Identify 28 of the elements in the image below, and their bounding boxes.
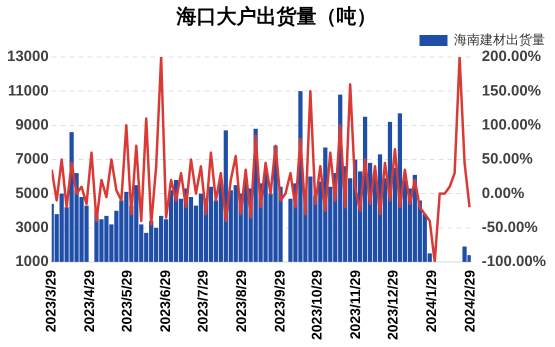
y-tick-label: 11000 — [8, 82, 49, 100]
y-tick-label: 9000 — [15, 116, 49, 134]
y-tick-label: 3000 — [15, 218, 49, 236]
x-tick-label: 2023/8/29 — [232, 270, 249, 332]
x-tick-label: 2023/5/29 — [118, 270, 134, 332]
y2-tick-label: 150.00% — [482, 82, 542, 100]
legend-label: 海南建材出货量 — [454, 32, 545, 48]
x-tick-label: 2023/3/29 — [42, 270, 59, 332]
y2-tick-label: 100.00% — [482, 116, 542, 134]
y2-tick-label: 50.00% — [482, 150, 533, 168]
x-tick-label: 2023/9/29 — [271, 270, 288, 332]
x-tick-label: 2023/11/29 — [347, 270, 364, 340]
x-tick-label: 2024/2/29 — [462, 270, 478, 332]
x-tick-label: 2023/10/29 — [308, 270, 325, 340]
x-tick-label: 2023/6/29 — [156, 270, 173, 332]
x-tick-label: 2024/1/29 — [423, 270, 440, 332]
y-tick-label: 7000 — [15, 150, 49, 168]
x-tick-label: 2023/12/29 — [384, 270, 401, 340]
chart-title: 海口大户出货量（吨） — [176, 4, 376, 28]
y2-tick-label: 0.00% — [482, 184, 524, 202]
y-tick-label: 13000 — [6, 48, 49, 66]
y2-tick-label: -100.00% — [482, 253, 546, 270]
y-tick-label: 5000 — [15, 184, 49, 202]
x-tick-label: 2023/4/29 — [81, 270, 98, 332]
y-tick-label: 1000 — [15, 253, 49, 270]
y2-tick-label: -50.00% — [482, 218, 538, 236]
x-tick-label: 2023/7/29 — [194, 270, 210, 332]
y2-tick-label: 200.00% — [482, 48, 542, 66]
